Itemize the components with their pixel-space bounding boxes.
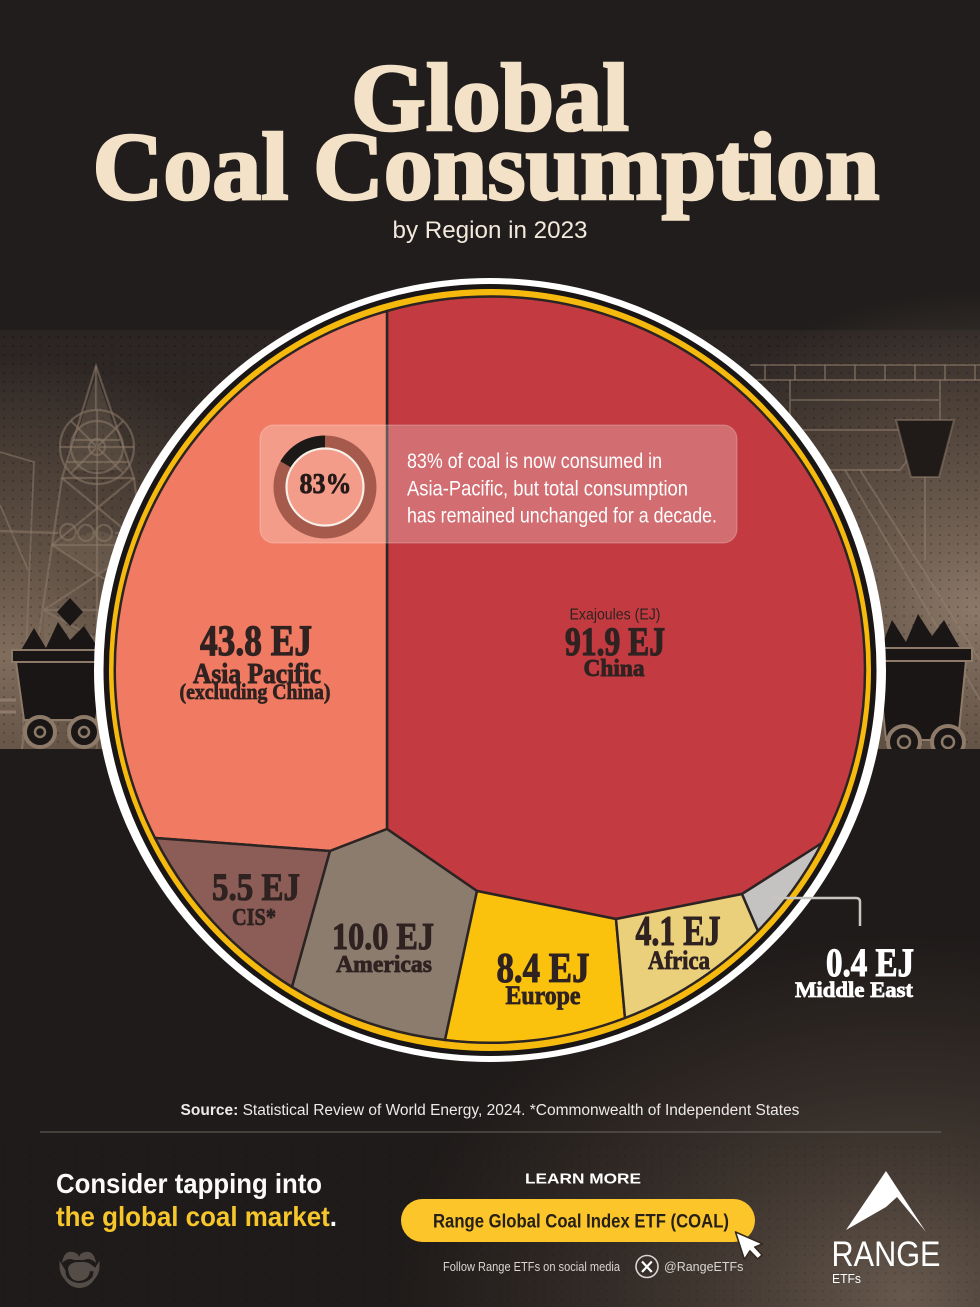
- svg-text:Asia-Pacific, but total consum: Asia-Pacific, but total consumption: [407, 478, 688, 501]
- svg-text:Follow Range ETFs on social me: Follow Range ETFs on social media: [443, 1260, 620, 1274]
- svg-text:Europe: Europe: [506, 981, 581, 1010]
- svg-text:10.0 EJ: 10.0 EJ: [332, 916, 434, 958]
- svg-text:(excluding China): (excluding China): [180, 679, 331, 704]
- svg-text:Americas: Americas: [336, 952, 432, 978]
- svg-text:91.9 EJ: 91.9 EJ: [565, 619, 665, 664]
- svg-text:has remained unchanged for a d: has remained unchanged for a decade.: [407, 505, 717, 528]
- svg-text:Exajoules (EJ): Exajoules (EJ): [570, 607, 661, 624]
- svg-text:China: China: [584, 656, 645, 682]
- svg-text:Asia Pacific: Asia Pacific: [193, 658, 321, 690]
- svg-text:43.8 EJ: 43.8 EJ: [200, 618, 312, 665]
- svg-text:ETFs: ETFs: [832, 1271, 861, 1286]
- svg-text:the global coal market.: the global coal market.: [56, 1201, 337, 1232]
- svg-text:Middle East: Middle East: [795, 977, 914, 1002]
- svg-text:Consider tapping into: Consider tapping into: [56, 1168, 322, 1199]
- svg-text:by Region in 2023: by Region in 2023: [393, 217, 588, 244]
- svg-text:@RangeETFs: @RangeETFs: [664, 1260, 743, 1274]
- svg-text:4.1 EJ: 4.1 EJ: [636, 909, 721, 955]
- svg-text:LEARN MORE: LEARN MORE: [525, 1171, 641, 1188]
- svg-text:83%: 83%: [300, 468, 352, 500]
- svg-text:5.5 EJ: 5.5 EJ: [212, 866, 300, 909]
- svg-text:Global: Global: [351, 44, 629, 151]
- svg-text:83% of coal is now consumed in: 83% of coal is now consumed in: [407, 450, 662, 473]
- svg-text:Source: Statistical Review of: Source: Statistical Review of World Ener…: [181, 1102, 800, 1119]
- svg-text:8.4 EJ: 8.4 EJ: [497, 946, 590, 992]
- svg-text:CIS*: CIS*: [232, 905, 276, 931]
- svg-text:Range Global Coal Index ETF (C: Range Global Coal Index ETF (COAL): [433, 1212, 729, 1233]
- svg-text:Coal Consumption: Coal Consumption: [93, 113, 880, 220]
- svg-text:0.4 EJ: 0.4 EJ: [826, 940, 914, 985]
- svg-text:RANGE: RANGE: [832, 1235, 941, 1274]
- svg-text:Africa: Africa: [648, 946, 710, 975]
